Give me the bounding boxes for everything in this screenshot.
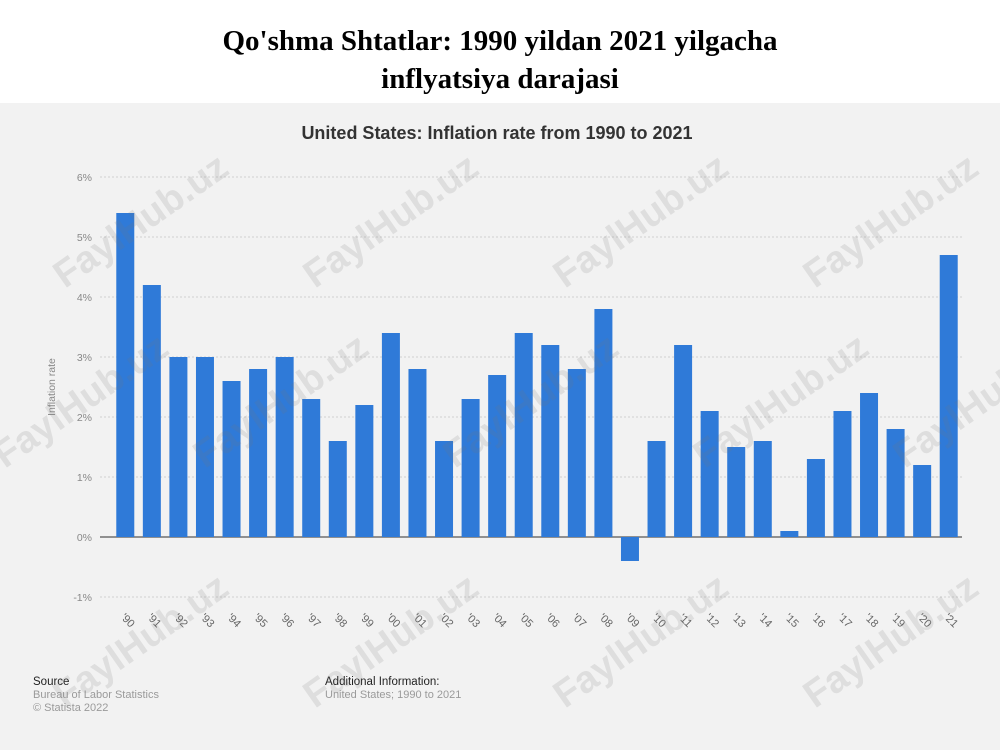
- bar-11: [674, 345, 693, 537]
- y-axis-label: Inflation rate: [46, 358, 58, 416]
- bar-04: [488, 375, 507, 537]
- bar-20: [913, 465, 932, 537]
- source-text: Bureau of Labor Statistics: [33, 689, 159, 701]
- x-tick-label: '09: [623, 612, 642, 631]
- additional-info-heading: Additional Information:: [325, 676, 440, 688]
- chart-title: United States: Inflation rate from 1990 …: [301, 123, 692, 143]
- x-tick-label: '00: [384, 612, 403, 631]
- x-tick-label: '07: [570, 612, 589, 631]
- x-tick-label: '06: [543, 612, 562, 631]
- bar-15: [780, 531, 799, 537]
- bar-90: [116, 213, 135, 537]
- y-tick-label: 2%: [77, 412, 92, 424]
- x-tick-label: '92: [171, 612, 190, 631]
- footer-source: Source Bureau of Labor Statistics © Stat…: [33, 676, 159, 715]
- bar-chart: United States: Inflation rate from 1990 …: [46, 123, 962, 631]
- x-tick-label: '17: [835, 612, 854, 631]
- x-tick-label: '13: [729, 612, 748, 631]
- bar-03: [461, 399, 480, 537]
- x-tick-label: '91: [145, 612, 164, 631]
- bar-19: [886, 429, 905, 537]
- x-tick-label: '20: [915, 612, 934, 631]
- x-tick-label: '95: [251, 612, 270, 631]
- page-title: Qo'shma Shtatlar: 1990 yildan 2021 yilga…: [0, 22, 1000, 98]
- bar-92: [169, 357, 188, 537]
- y-tick-labels: -1% 0% 1% 2% 3% 4% 5% 6%: [73, 172, 92, 604]
- x-tick-label: '14: [756, 612, 775, 631]
- x-tick-label: '01: [410, 612, 429, 631]
- bar-08: [594, 309, 613, 537]
- x-tick-label: '04: [490, 612, 509, 631]
- bar-00: [381, 333, 400, 537]
- x-tick-label: '16: [809, 612, 828, 631]
- chart-panel: United States: Inflation rate from 1990 …: [0, 103, 1000, 750]
- y-tick-label: 3%: [77, 352, 92, 364]
- bar-14: [753, 441, 772, 537]
- x-tick-labels: '90 '91 '92 '93 '94 '95 '96 '97 '98 '99 '00 '01 '02 '…: [118, 612, 960, 631]
- bar-16: [806, 459, 825, 537]
- source-heading: Source: [33, 676, 70, 688]
- bar-97: [302, 399, 321, 537]
- bar-91: [142, 285, 161, 537]
- bar-02: [435, 441, 454, 537]
- x-tick-label: '02: [437, 612, 456, 631]
- additional-info-text: United States; 1990 to 2021: [325, 689, 462, 701]
- copyright-text: © Statista 2022: [33, 702, 109, 714]
- bar-12: [700, 411, 719, 537]
- x-tick-label: '18: [862, 612, 881, 631]
- x-tick-label: '10: [649, 612, 668, 631]
- x-tick-label: '94: [224, 612, 243, 631]
- x-tick-label: '97: [304, 612, 323, 631]
- y-tick-label: 5%: [77, 232, 92, 244]
- x-tick-label: '19: [888, 612, 907, 631]
- bar-95: [249, 369, 268, 537]
- x-tick-label: '12: [702, 612, 721, 631]
- footer-additional-info: Additional Information: United States; 1…: [325, 676, 461, 702]
- bar-10: [647, 441, 666, 537]
- bar-13: [727, 447, 746, 537]
- x-tick-label: '08: [596, 612, 615, 631]
- bar-98: [328, 441, 347, 537]
- bar-06: [541, 345, 560, 537]
- page-title-line1: Qo'shma Shtatlar: 1990 yildan 2021 yilga…: [222, 25, 778, 57]
- bar-99: [355, 405, 374, 537]
- x-tick-label: '90: [118, 612, 137, 631]
- x-tick-label: '11: [676, 612, 694, 630]
- x-tick-label: '96: [277, 612, 296, 631]
- bar-96: [275, 357, 294, 537]
- bar-09: [620, 537, 639, 561]
- x-tick-label: '15: [782, 612, 801, 631]
- page-title-line2: inflyatsiya darajasi: [381, 63, 619, 95]
- bars: [116, 213, 958, 561]
- bar-01: [408, 369, 427, 537]
- x-tick-label: '99: [357, 612, 376, 631]
- bar-93: [195, 357, 214, 537]
- y-tick-label: 4%: [77, 292, 92, 304]
- bar-05: [514, 333, 533, 537]
- y-tick-label: 1%: [77, 472, 92, 484]
- bar-18: [860, 393, 879, 537]
- x-tick-label: '93: [198, 612, 217, 631]
- bar-21: [939, 255, 958, 537]
- y-tick-label: -1%: [73, 592, 92, 604]
- x-tick-label: '05: [517, 612, 536, 631]
- y-tick-label: 0%: [77, 532, 92, 544]
- x-tick-label: '98: [331, 612, 350, 631]
- x-tick-label: '21: [942, 612, 961, 631]
- bar-07: [567, 369, 586, 537]
- bar-17: [833, 411, 852, 537]
- y-tick-label: 6%: [77, 172, 92, 184]
- x-tick-label: '03: [463, 612, 482, 631]
- bar-94: [222, 381, 241, 537]
